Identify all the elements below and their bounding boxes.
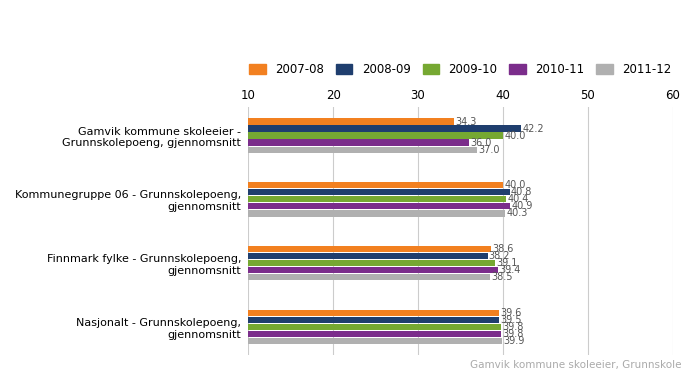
Text: 38.2: 38.2 — [489, 251, 510, 261]
Bar — [163, 139, 469, 146]
Text: 36.0: 36.0 — [470, 138, 491, 147]
Bar — [163, 253, 487, 259]
Text: 39.6: 39.6 — [500, 308, 522, 318]
Bar — [163, 147, 477, 153]
Bar — [163, 324, 501, 330]
Bar — [163, 246, 491, 252]
Text: Gamvik kommune skoleeier, Grunnskole: Gamvik kommune skoleeier, Grunnskole — [470, 361, 681, 370]
Text: 39.8: 39.8 — [502, 322, 524, 332]
Legend: 2007-08, 2008-09, 2009-10, 2010-11, 2011-12: 2007-08, 2008-09, 2009-10, 2010-11, 2011… — [245, 59, 676, 81]
Bar — [163, 260, 495, 266]
Bar — [163, 267, 498, 273]
Text: 40.9: 40.9 — [512, 201, 533, 211]
Bar — [163, 338, 502, 344]
Text: 37.0: 37.0 — [479, 145, 500, 155]
Text: 42.2: 42.2 — [523, 124, 544, 133]
Bar — [163, 125, 521, 132]
Text: 40.8: 40.8 — [511, 187, 532, 197]
Text: 34.3: 34.3 — [456, 116, 477, 127]
Bar — [163, 203, 510, 209]
Bar — [163, 210, 505, 217]
Bar — [163, 274, 490, 280]
Bar — [163, 331, 501, 337]
Bar — [163, 118, 455, 125]
Text: 39.9: 39.9 — [503, 336, 525, 346]
Text: 39.5: 39.5 — [500, 315, 521, 325]
Text: 39.4: 39.4 — [499, 265, 521, 275]
Text: 40.0: 40.0 — [504, 130, 525, 141]
Text: 40.3: 40.3 — [507, 208, 528, 218]
Bar — [163, 189, 509, 195]
Text: 39.8: 39.8 — [502, 329, 524, 339]
Bar — [163, 196, 506, 203]
Bar — [163, 310, 500, 316]
Bar — [163, 132, 502, 139]
Text: 38.5: 38.5 — [491, 272, 513, 282]
Bar — [163, 182, 502, 189]
Text: 40.0: 40.0 — [504, 180, 525, 191]
Text: 39.1: 39.1 — [496, 258, 518, 268]
Bar — [163, 317, 498, 323]
Text: 40.4: 40.4 — [507, 194, 529, 204]
Text: 38.6: 38.6 — [492, 244, 514, 254]
